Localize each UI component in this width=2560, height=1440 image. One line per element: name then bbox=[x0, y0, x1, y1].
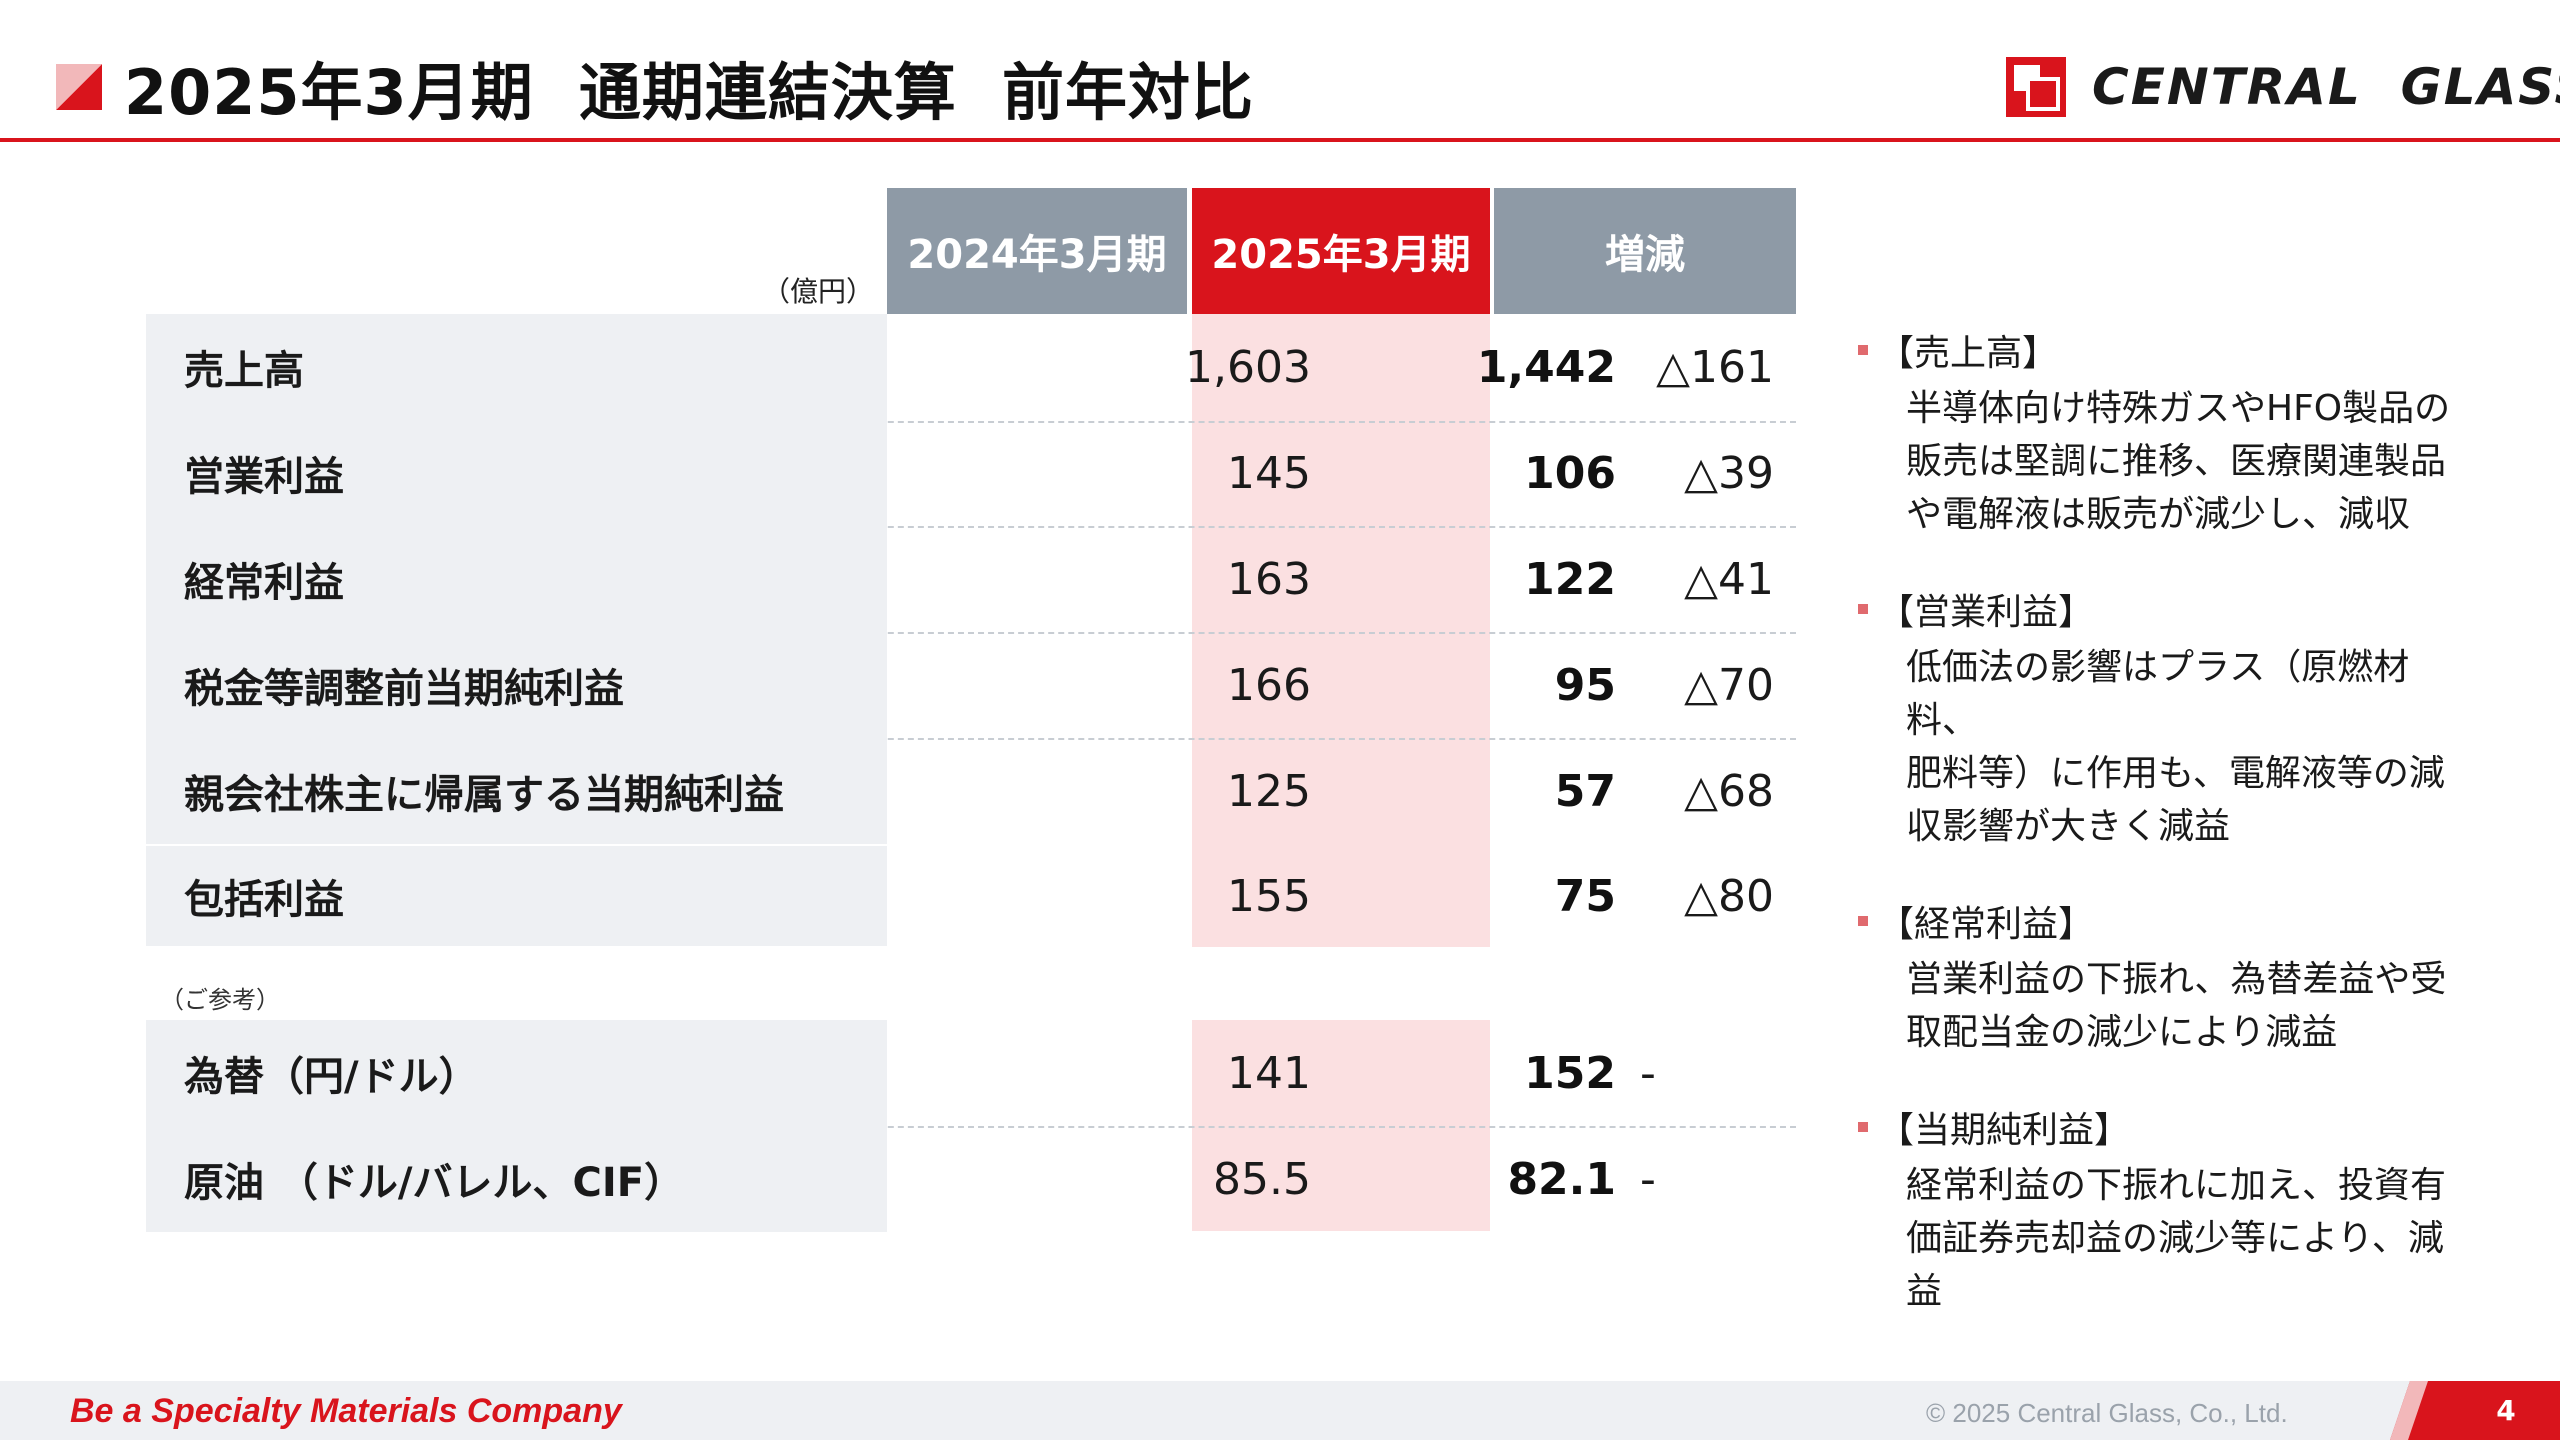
value-change: △80 bbox=[1684, 870, 1774, 922]
value-prev-year: 125 bbox=[1227, 765, 1311, 817]
row-label: 経常利益 bbox=[146, 526, 887, 632]
row-label: 税金等調整前当期純利益 bbox=[146, 632, 887, 738]
note-ordinary-income: 【経常利益】 営業利益の下振れ、為替差益や受 取配当金の減少により減益 bbox=[1858, 895, 2478, 1059]
title-accent-icon bbox=[56, 64, 102, 110]
row-label: 包括利益 bbox=[146, 846, 887, 946]
column-header-current-year: 2025年3月期 bbox=[1192, 188, 1490, 314]
page-number: 4 bbox=[2496, 1394, 2516, 1427]
value-prev-year: 166 bbox=[1227, 659, 1311, 711]
reference-label: （ご参考） bbox=[160, 986, 280, 1014]
table-row-operating-income: 営業利益 145 106 △39 bbox=[146, 420, 1796, 526]
note-line: 営業利益の下振れ、為替差益や受 bbox=[1906, 959, 2447, 1000]
note-heading: 【売上高】 bbox=[1878, 333, 2059, 374]
note-net-income: 【当期純利益】 経常利益の下振れに加え、投資有 価証券売却益の減少等により、減 … bbox=[1858, 1101, 2478, 1318]
table-row-net-sales: 売上高 1,603 1,442 △161 bbox=[146, 314, 1796, 420]
slide-header: 2025年3月期 通期連結決算 前年対比 CENTRAL GLASS bbox=[0, 0, 2560, 142]
value-prev-year: 145 bbox=[1227, 447, 1311, 499]
copyright-text: © 2025 Central Glass, Co., Ltd. bbox=[1926, 1398, 2288, 1428]
row-label: 売上高 bbox=[146, 314, 887, 420]
note-heading: 【営業利益】 bbox=[1878, 592, 2095, 633]
page-title: 2025年3月期 通期連結決算 前年対比 bbox=[124, 56, 1255, 129]
unit-label: （億円） bbox=[762, 275, 875, 308]
row-divider bbox=[146, 421, 1796, 423]
table-row-crude-oil: 原油 （ドル/バレル、CIF） 85.5 82.1 - bbox=[146, 1126, 1796, 1232]
table-row-exchange-rate: 為替（円/ドル） 141 152 - bbox=[146, 1020, 1796, 1126]
table-row-pretax-income: 税金等調整前当期純利益 166 95 △70 bbox=[146, 632, 1796, 738]
company-logo: CENTRAL GLASS bbox=[2006, 55, 2560, 119]
value-current-year: 82.1 bbox=[1507, 1153, 1616, 1205]
table-row-net-income-parent: 親会社株主に帰属する当期純利益 125 57 △68 bbox=[146, 738, 1796, 844]
note-line: 販売は堅調に推移、医療関連製品 bbox=[1906, 441, 2447, 482]
row-divider bbox=[146, 1126, 1796, 1128]
note-line: 収影響が大きく減益 bbox=[1906, 806, 2231, 847]
value-change: △68 bbox=[1684, 765, 1774, 817]
page-number-tab bbox=[2390, 1381, 2560, 1440]
value-change: - bbox=[1640, 1153, 1656, 1205]
table-row-ordinary-income: 経常利益 163 122 △41 bbox=[146, 526, 1796, 632]
row-divider bbox=[146, 738, 1796, 740]
bullet-icon bbox=[1858, 1122, 1868, 1132]
value-current-year: 95 bbox=[1554, 659, 1616, 711]
note-line: 肥料等）に作用も、電解液等の減 bbox=[1906, 753, 2445, 794]
logo-text: CENTRAL GLASS bbox=[2092, 58, 2560, 116]
row-label: 為替（円/ドル） bbox=[146, 1020, 887, 1126]
note-operating-income: 【営業利益】 低価法の影響はプラス（原燃材料、 肥料等）に作用も、電解液等の減 … bbox=[1858, 583, 2478, 853]
value-change: △161 bbox=[1656, 341, 1774, 393]
note-line: 半導体向け特殊ガスやHFO製品の bbox=[1906, 388, 2451, 429]
slide-footer bbox=[0, 1381, 2560, 1440]
note-line: 取配当金の減少により減益 bbox=[1906, 1012, 2338, 1053]
value-current-year: 152 bbox=[1524, 1047, 1616, 1099]
column-header-prev-year: 2024年3月期 bbox=[887, 188, 1187, 314]
value-current-year: 106 bbox=[1524, 447, 1616, 499]
current-year-highlight bbox=[1192, 314, 1490, 947]
note-line: 益 bbox=[1906, 1271, 1943, 1312]
header-divider bbox=[0, 138, 2560, 142]
value-current-year: 75 bbox=[1554, 870, 1616, 922]
row-divider bbox=[146, 632, 1796, 634]
value-current-year: 57 bbox=[1554, 765, 1616, 817]
current-year-highlight-reference bbox=[1192, 1020, 1490, 1231]
central-glass-logo-icon bbox=[2006, 57, 2066, 117]
value-prev-year: 163 bbox=[1227, 553, 1311, 605]
value-change: △70 bbox=[1684, 659, 1774, 711]
row-label: 営業利益 bbox=[146, 420, 887, 526]
value-prev-year: 141 bbox=[1227, 1047, 1311, 1099]
note-heading: 【当期純利益】 bbox=[1878, 1110, 2131, 1151]
note-line: 価証券売却益の減少等により、減 bbox=[1906, 1218, 2444, 1259]
note-line: 低価法の影響はプラス（原燃材料、 bbox=[1906, 647, 2410, 741]
value-change: △41 bbox=[1684, 553, 1774, 605]
row-divider bbox=[146, 526, 1796, 528]
company-slogan: Be a Specialty Materials Company bbox=[70, 1392, 622, 1430]
bullet-icon bbox=[1858, 916, 1868, 926]
row-label: 原油 （ドル/バレル、CIF） bbox=[146, 1126, 887, 1232]
value-current-year: 1,442 bbox=[1476, 341, 1616, 393]
value-prev-year: 85.5 bbox=[1213, 1153, 1311, 1205]
bullet-icon bbox=[1858, 345, 1868, 355]
row-label: 親会社株主に帰属する当期純利益 bbox=[146, 738, 887, 844]
note-line: や電解液は販売が減少し、減収 bbox=[1906, 494, 2411, 535]
value-change: △39 bbox=[1684, 447, 1774, 499]
note-line: 経常利益の下振れに加え、投資有 bbox=[1906, 1165, 2447, 1206]
note-heading: 【経常利益】 bbox=[1878, 904, 2095, 945]
note-net-sales: 【売上高】 半導体向け特殊ガスやHFO製品の 販売は堅調に推移、医療関連製品 や… bbox=[1858, 324, 2478, 541]
bullet-icon bbox=[1858, 604, 1868, 614]
value-change: - bbox=[1640, 1047, 1656, 1099]
value-prev-year: 1,603 bbox=[1185, 341, 1311, 393]
commentary-notes: 【売上高】 半導体向け特殊ガスやHFO製品の 販売は堅調に推移、医療関連製品 や… bbox=[1858, 324, 2478, 1360]
table-row-comprehensive-income: 包括利益 155 75 △80 bbox=[146, 846, 1796, 946]
column-header-change: 増減 bbox=[1494, 188, 1796, 314]
value-current-year: 122 bbox=[1524, 553, 1616, 605]
value-prev-year: 155 bbox=[1227, 870, 1311, 922]
